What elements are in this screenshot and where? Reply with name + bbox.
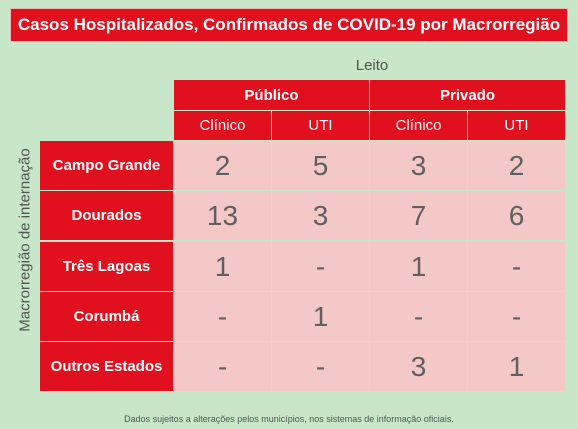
chart-title: Casos Hospitalizados, Confirmados de COV… xyxy=(10,8,568,42)
column-header: Clínico xyxy=(174,111,271,140)
table-cell: 1 xyxy=(370,242,467,291)
table-cell: - xyxy=(370,292,467,341)
table-cell: - xyxy=(468,242,565,291)
table-cell: - xyxy=(174,342,271,391)
table-cell: 2 xyxy=(468,141,565,190)
table-cell: 3 xyxy=(272,191,369,240)
table-cell: - xyxy=(468,292,565,341)
row-header: Campo Grande xyxy=(40,141,173,190)
row-axis-label: Macrorregião de internação xyxy=(16,148,34,332)
table-cell: 1 xyxy=(174,242,271,291)
footnote: Dados sujeitos a alterações pelos municí… xyxy=(124,414,454,424)
column-header: Clínico xyxy=(370,111,467,140)
table-cell: - xyxy=(272,342,369,391)
group-header: Público xyxy=(174,80,369,110)
table-cell: 1 xyxy=(468,342,565,391)
table-cell: 13 xyxy=(174,191,271,240)
table-cell: 5 xyxy=(272,141,369,190)
table-cell: 7 xyxy=(370,191,467,240)
row-header: Outros Estados xyxy=(40,342,173,391)
column-header: UTI xyxy=(468,111,565,140)
table-cell: - xyxy=(174,292,271,341)
row-header: Dourados xyxy=(40,191,173,240)
column-axis-label: Leito xyxy=(355,57,389,74)
table-cell: 1 xyxy=(272,292,369,341)
table-cell: 6 xyxy=(468,191,565,240)
column-header: UTI xyxy=(272,111,369,140)
row-header: Corumbá xyxy=(40,292,173,341)
row-header: Três Lagoas xyxy=(40,242,173,291)
table-cell: - xyxy=(272,242,369,291)
table-cell: 3 xyxy=(370,342,467,391)
table-cell: 3 xyxy=(370,141,467,190)
group-header: Privado xyxy=(370,80,565,110)
table-cell: 2 xyxy=(174,141,271,190)
